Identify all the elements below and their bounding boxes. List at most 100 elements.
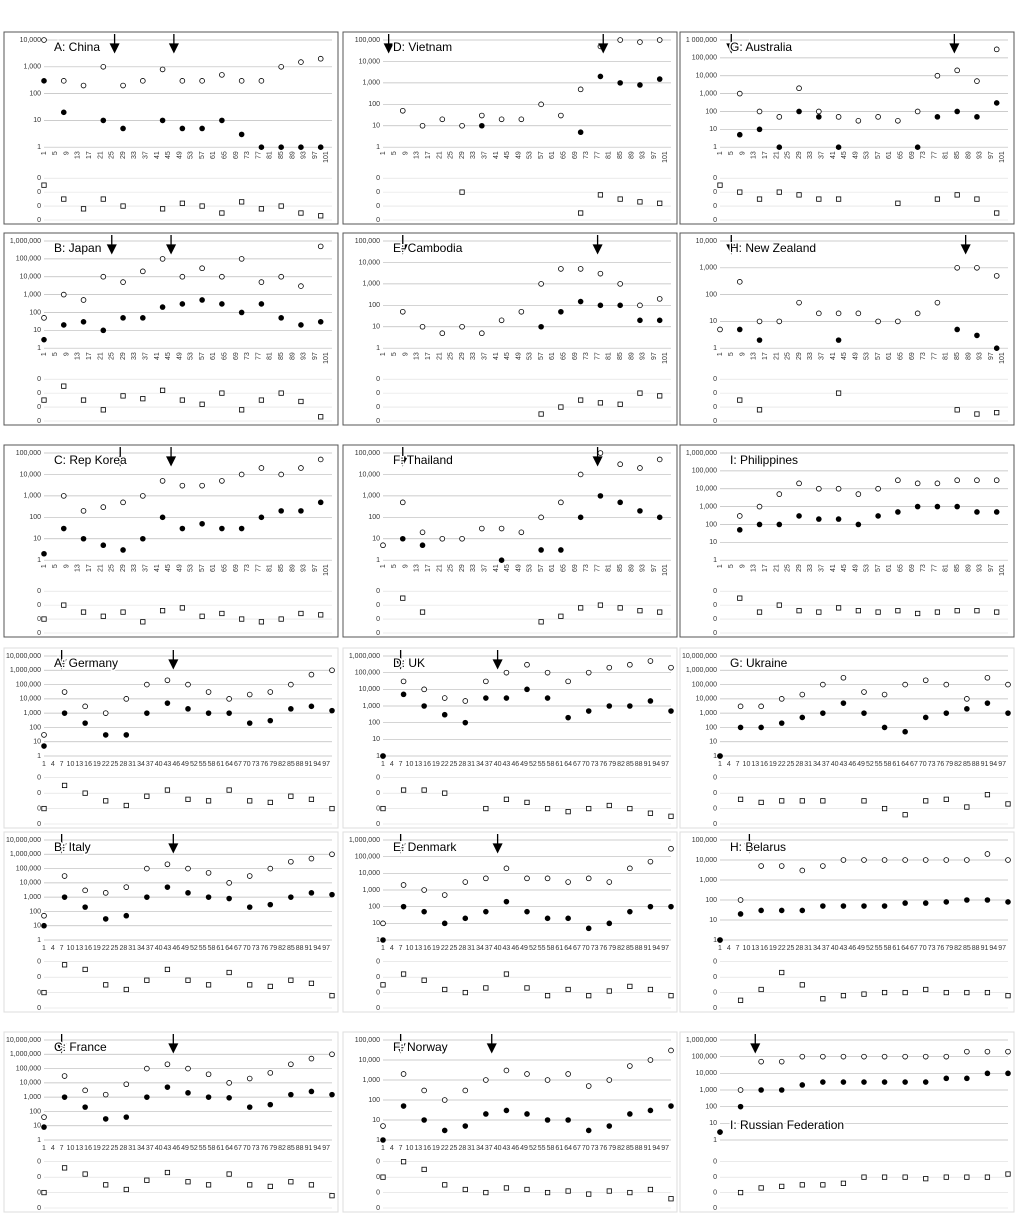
y-tick-label: 1,000,000 <box>10 667 41 674</box>
x-tick-label: 9 <box>402 564 409 568</box>
x-tick-label: 82 <box>617 945 625 952</box>
x-tick-label: 25 <box>450 1145 458 1152</box>
x-tick-label: 4 <box>390 1145 394 1152</box>
point-marker <box>606 920 613 927</box>
x-tick-label: 61 <box>886 151 893 159</box>
point-marker <box>419 323 426 330</box>
point-marker <box>226 895 232 902</box>
y-tick-label: 10 <box>33 536 41 543</box>
x-tick-label: 49 <box>520 761 528 768</box>
arrow <box>168 834 179 854</box>
panel-frame <box>342 831 678 1013</box>
point-marker <box>914 144 921 151</box>
point-marker <box>80 297 87 303</box>
x-tick-label: 97 <box>988 151 995 159</box>
point-marker <box>298 465 304 471</box>
x-tick-label: 67 <box>234 945 242 952</box>
point-marker <box>380 937 386 943</box>
square-marker <box>421 787 427 793</box>
x-tick-label: 13 <box>75 761 83 768</box>
x-tick-label: 46 <box>848 945 856 952</box>
point-marker <box>943 899 950 905</box>
point-marker <box>123 696 130 702</box>
point-marker <box>758 703 764 710</box>
panel-frame <box>3 1031 339 1213</box>
x-tick-label: 58 <box>208 945 216 952</box>
point-marker <box>943 1053 950 1060</box>
square-marker <box>298 210 304 216</box>
square-marker <box>199 613 205 619</box>
square-marker <box>964 1174 970 1180</box>
point-marker <box>627 865 633 872</box>
point-marker <box>288 1091 294 1098</box>
point-marker <box>954 326 960 333</box>
x-tick-label: 13 <box>751 564 758 572</box>
y2-tick-label: 0 <box>376 1005 380 1012</box>
point-marker <box>479 330 485 337</box>
x-tick-label: 82 <box>278 761 286 768</box>
x-tick-label: 88 <box>972 761 980 768</box>
x-tick-label: 76 <box>937 945 945 952</box>
point-marker <box>577 298 584 305</box>
square-marker <box>205 1182 212 1188</box>
point-marker <box>820 863 826 869</box>
x-tick-label: 4 <box>51 761 55 768</box>
y-tick-label: 1,000 <box>23 894 41 901</box>
x-tick-label: 21 <box>436 352 443 360</box>
square-marker <box>565 986 571 993</box>
x-tick-label: 40 <box>494 945 502 952</box>
x-tick-label: 58 <box>208 1145 216 1152</box>
x-tick-label: 45 <box>841 564 848 572</box>
x-tick-label: 46 <box>511 1145 519 1152</box>
point-marker <box>922 1079 929 1085</box>
square-marker <box>80 397 87 403</box>
square-marker <box>267 799 273 806</box>
point-marker <box>993 273 1000 279</box>
x-tick-label: 94 <box>652 1145 660 1152</box>
y-tick-label: 100 <box>705 1104 717 1111</box>
point-marker <box>278 273 284 280</box>
point-marker <box>627 1063 633 1069</box>
square-marker <box>159 608 166 614</box>
point-marker <box>524 875 530 882</box>
point-marker <box>737 897 744 903</box>
square-marker <box>419 609 426 615</box>
point-marker <box>238 131 245 138</box>
point-marker <box>518 308 525 315</box>
point-marker <box>308 890 315 896</box>
y2-tick-label: 0 <box>376 821 380 828</box>
square-marker <box>503 971 510 977</box>
point-marker <box>205 870 212 876</box>
x-tick-label: 76 <box>600 761 608 768</box>
point-marker <box>799 714 806 721</box>
x-tick-label: 1 <box>717 564 724 568</box>
y2-tick-label: 0 <box>37 588 41 595</box>
x-tick-label: 64 <box>564 945 572 952</box>
point-marker <box>816 516 822 522</box>
arrow <box>726 34 737 54</box>
x-tick-label: 1 <box>381 761 385 768</box>
y-tick-label: 10 <box>33 1123 41 1130</box>
point-marker <box>993 46 1000 53</box>
point-marker <box>776 521 783 528</box>
x-tick-label: 57 <box>538 564 545 572</box>
x-tick-label: 45 <box>165 352 172 360</box>
panel-frame <box>342 232 678 426</box>
point-marker <box>258 78 265 84</box>
square-marker <box>61 383 67 389</box>
y2-tick-label: 0 <box>37 821 41 828</box>
point-marker <box>421 908 427 915</box>
point-marker <box>503 898 510 905</box>
x-tick-label: 58 <box>208 761 216 768</box>
point-marker <box>503 695 510 701</box>
point-marker <box>656 76 663 82</box>
x-tick-label: 46 <box>172 761 180 768</box>
x-tick-label: 22 <box>441 761 449 768</box>
point-marker <box>61 894 68 900</box>
square-marker <box>974 411 980 417</box>
y-tick-label: 1 <box>713 937 717 944</box>
panel-frame <box>3 831 339 1013</box>
x-tick-label: 1 <box>718 761 722 768</box>
